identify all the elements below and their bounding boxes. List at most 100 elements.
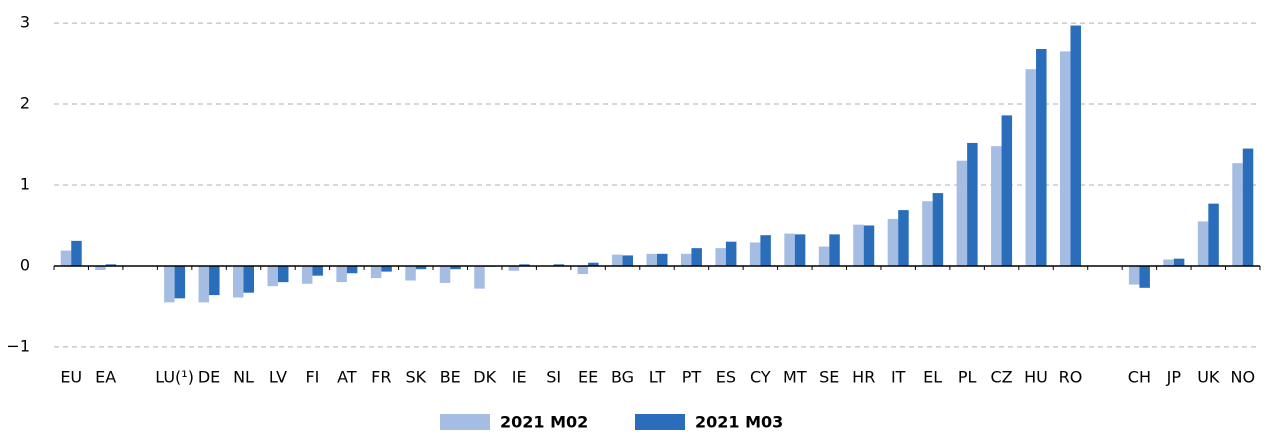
x-tick-label: IT	[891, 368, 906, 387]
x-tick-label: EU	[60, 368, 82, 387]
bar	[439, 265, 451, 283]
bar	[243, 265, 255, 293]
bar	[622, 255, 634, 266]
x-tick-label: EL	[923, 368, 942, 387]
x-tick-label: CY	[750, 368, 771, 387]
bar	[60, 250, 72, 266]
bar	[991, 146, 1002, 266]
bar	[336, 265, 347, 283]
bar	[612, 254, 623, 266]
y-tick-label: 2	[20, 94, 30, 113]
bar	[932, 193, 944, 266]
bar	[657, 253, 668, 266]
bar	[794, 234, 806, 266]
bar	[646, 253, 657, 266]
bar	[1059, 51, 1071, 266]
bar	[198, 265, 210, 303]
x-tick-label: SK	[405, 368, 426, 387]
bar	[818, 246, 830, 266]
legend-label: 2021 M02	[500, 413, 588, 432]
bar	[922, 201, 933, 266]
bar	[1208, 203, 1219, 266]
bar	[1139, 265, 1150, 288]
x-tick-label: FI	[305, 368, 319, 387]
y-tick-label: −1	[6, 336, 30, 355]
bar	[267, 265, 278, 287]
x-tick-label: HU	[1024, 368, 1048, 387]
bar	[1197, 221, 1209, 266]
x-tick-label: LU(¹)	[155, 368, 194, 387]
bar	[301, 265, 313, 284]
bar	[760, 235, 771, 266]
bar	[381, 265, 392, 272]
x-tick-label: BG	[611, 368, 634, 387]
y-tick-label: 3	[20, 13, 30, 32]
bar	[1001, 115, 1013, 266]
x-tick-label: LV	[269, 368, 287, 387]
x-tick-label: RO	[1059, 368, 1083, 387]
bar	[691, 248, 702, 266]
bar	[956, 160, 968, 266]
bar	[474, 265, 485, 289]
x-tick-label: SE	[819, 368, 839, 387]
bar	[577, 265, 589, 275]
bar	[1128, 265, 1140, 285]
bar	[853, 224, 864, 266]
y-tick-label: 1	[20, 175, 30, 194]
bar	[553, 264, 565, 266]
x-tick-label: AT	[337, 368, 357, 387]
x-tick-label: CH	[1128, 368, 1151, 387]
bar	[370, 265, 382, 279]
bar	[887, 219, 899, 266]
legend-label: 2021 M03	[695, 413, 783, 432]
legend-swatch	[635, 414, 685, 430]
bar	[450, 265, 461, 270]
x-tick-label: ES	[716, 368, 736, 387]
bar	[519, 264, 530, 266]
x-tick-label: PT	[682, 368, 702, 387]
bar	[829, 234, 840, 266]
x-tick-label: UK	[1197, 368, 1220, 387]
bar	[508, 265, 520, 271]
x-tick-label: IE	[512, 368, 527, 387]
bar	[312, 265, 323, 276]
bar	[863, 225, 875, 266]
x-tick-label: DE	[198, 368, 220, 387]
x-tick-label: EE	[578, 368, 598, 387]
x-tick-label: FR	[371, 368, 391, 387]
x-tick-label: PL	[958, 368, 977, 387]
bar	[164, 265, 175, 303]
bar	[277, 265, 289, 283]
bar	[174, 265, 186, 299]
x-tick-label: NO	[1230, 368, 1255, 387]
bar	[415, 265, 427, 270]
bar	[1025, 69, 1037, 266]
x-tick-label: SI	[546, 368, 561, 387]
bar	[1070, 25, 1081, 266]
bar	[405, 265, 416, 281]
bar	[1242, 148, 1254, 266]
bar	[71, 240, 82, 266]
bar	[898, 210, 909, 266]
bar	[725, 241, 737, 266]
bar	[233, 265, 244, 298]
bar	[784, 233, 795, 266]
y-tick-label: 0	[20, 255, 30, 274]
x-tick-label: EA	[95, 368, 116, 387]
bar	[967, 142, 978, 266]
x-tick-label: HR	[852, 368, 875, 387]
bar	[680, 253, 692, 266]
legend-swatch	[440, 414, 490, 430]
x-tick-label: JP	[1166, 368, 1182, 387]
x-tick-label: CZ	[991, 368, 1013, 387]
x-tick-label: DK	[473, 368, 496, 387]
bar	[105, 264, 117, 266]
x-tick-label: LT	[649, 368, 666, 387]
bar	[715, 248, 726, 266]
bar	[588, 262, 599, 266]
bar	[209, 265, 220, 296]
x-tick-label: NL	[233, 368, 254, 387]
bar	[1173, 258, 1185, 266]
bar	[1232, 163, 1243, 266]
